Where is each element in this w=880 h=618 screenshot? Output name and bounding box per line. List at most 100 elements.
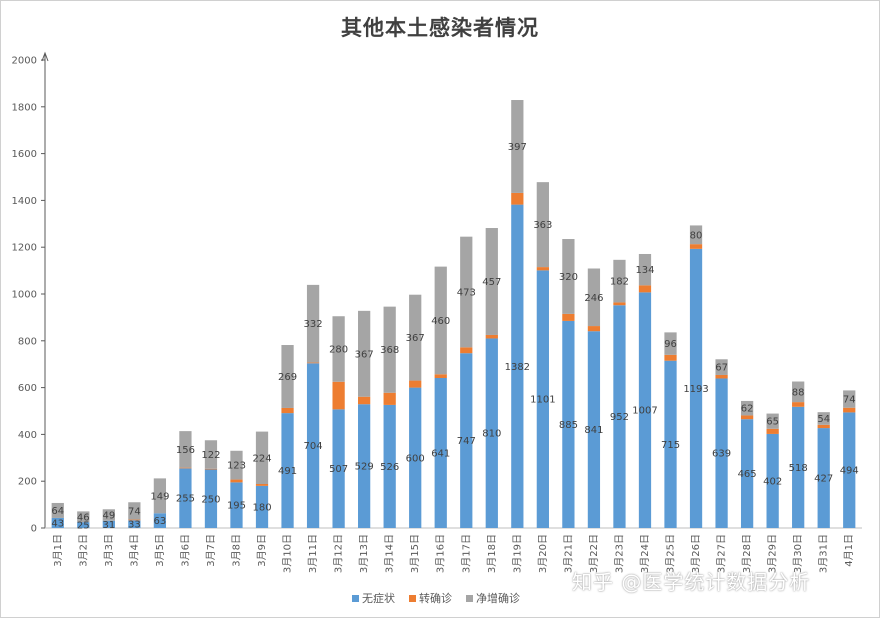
bar-segment-converted [204,468,218,470]
data-label-asymptomatic: 31 [102,520,115,531]
x-tick-label: 3月18日 [486,534,498,573]
data-label-net-confirmed: 397 [508,142,527,153]
data-label-net-confirmed: 182 [610,277,629,288]
bar-segment-converted [409,380,422,388]
y-tick-label: 1800 [12,102,37,113]
bar-segment-converted [843,407,856,413]
bar-segment-converted [536,267,549,271]
data-label-asymptomatic: 1382 [505,362,530,373]
x-tick-label: 3月2日 [77,534,89,567]
x-tick-label: 3月7日 [205,534,217,567]
data-label-net-confirmed: 96 [664,339,677,350]
bar-segment-asymptomatic [281,413,294,528]
x-tick-label: 3月15日 [409,534,421,573]
watermark-text: 知乎 @医学统计数据分析 [572,570,811,594]
data-label-net-confirmed: 156 [176,445,195,456]
data-label-net-confirmed: 123 [227,461,246,472]
data-label-asymptomatic: 494 [840,466,859,477]
bar-segment-converted [230,479,243,483]
data-label-asymptomatic: 427 [814,474,833,485]
x-tick-label: 3月5日 [154,534,166,567]
x-tick-label: 3月1日 [52,534,64,567]
bar-segment-asymptomatic [460,353,473,528]
data-label-asymptomatic: 529 [355,462,374,473]
bar-segment-net-confirmed [230,450,243,480]
bar-segment-net-confirmed [740,400,754,416]
bar-segment-net-confirmed [562,239,575,314]
bar-segment-asymptomatic [434,378,447,528]
bar-segment-asymptomatic [485,338,498,528]
data-label-asymptomatic: 715 [661,440,680,451]
data-label-net-confirmed: 67 [715,363,728,374]
bar-segment-net-confirmed [587,268,601,327]
bar-segment-net-confirmed [485,228,498,335]
bar-segment-net-confirmed [255,431,269,485]
data-label-asymptomatic: 180 [252,502,271,513]
y-tick-label: 1600 [12,149,37,160]
data-label-net-confirmed: 368 [380,345,399,356]
bar-segment-converted [817,424,830,429]
chart-title: 其他本土感染者情况 [341,16,539,40]
x-tick-label: 3月22日 [588,534,600,573]
bar-segment-converted [766,428,779,434]
x-tick-label: 3月16日 [435,534,447,573]
bar-segment-asymptomatic [587,331,601,528]
bar-segment-asymptomatic [766,433,779,528]
bar-segment-converted [460,347,473,354]
bar-segment-net-confirmed [179,431,192,468]
bar-segment-net-confirmed [434,266,447,375]
x-tick-label: 3月31日 [818,534,830,573]
data-label-asymptomatic: 33 [128,520,141,531]
bar-segment-asymptomatic [843,412,856,528]
bar-segment-converted [485,334,498,339]
data-label-asymptomatic: 465 [738,469,757,480]
bar-segment-converted [689,244,703,249]
data-label-asymptomatic: 63 [154,516,167,527]
data-label-asymptomatic: 639 [712,449,731,460]
bar-segment-converted [511,192,524,205]
data-label-net-confirmed: 88 [792,387,805,398]
data-label-asymptomatic: 1007 [632,406,657,417]
data-label-net-confirmed: 280 [329,344,348,355]
bar-segment-asymptomatic [562,320,575,528]
bar-segment-asymptomatic [664,360,677,528]
x-tick-label: 3月13日 [358,534,370,573]
legend-swatch-asymptomatic [352,594,359,602]
data-label-net-confirmed: 62 [741,404,754,415]
bar-segment-net-confirmed [460,236,473,348]
data-label-net-confirmed: 224 [252,453,271,464]
bar-segment-asymptomatic [358,404,371,528]
x-tick-label: 3月28日 [741,534,753,573]
bar-segment-net-confirmed [817,412,830,425]
legend-item-converted: 转确诊 [409,590,452,606]
x-tick-label: 3月24日 [639,534,651,573]
bar-segment-asymptomatic [511,204,524,528]
x-tick-label: 3月6日 [179,534,191,567]
bar-segment-asymptomatic [153,513,167,528]
data-label-asymptomatic: 1193 [683,384,708,395]
bar-segment-converted [128,519,141,521]
data-label-asymptomatic: 250 [201,494,220,505]
x-tick-label: 3月30日 [792,534,804,573]
x-tick-label: 3月8日 [230,534,242,567]
bar-segment-net-confirmed [511,100,524,193]
data-label-asymptomatic: 526 [380,462,399,473]
bar-segment-converted [179,467,192,469]
x-tick-label: 3月26日 [690,534,702,573]
bar-segment-asymptomatic [51,517,64,528]
bar-segment-net-confirmed [102,509,115,521]
data-label-asymptomatic: 952 [610,412,629,423]
data-label-net-confirmed: 74 [843,395,856,406]
bar-segment-asymptomatic [740,419,754,528]
data-label-asymptomatic: 518 [789,463,808,474]
chart-legend: 无症状 转确诊 净增确诊 [352,590,520,606]
x-tick-label: 3月11日 [307,534,319,573]
bar-segment-asymptomatic [204,469,218,528]
bar-segment-asymptomatic [689,248,703,528]
y-axis-arrow [41,51,49,62]
bar-segment-asymptomatic [255,485,269,528]
data-label-net-confirmed: 473 [457,288,476,299]
data-label-net-confirmed: 46 [77,512,90,523]
bar-segment-asymptomatic [332,409,345,528]
